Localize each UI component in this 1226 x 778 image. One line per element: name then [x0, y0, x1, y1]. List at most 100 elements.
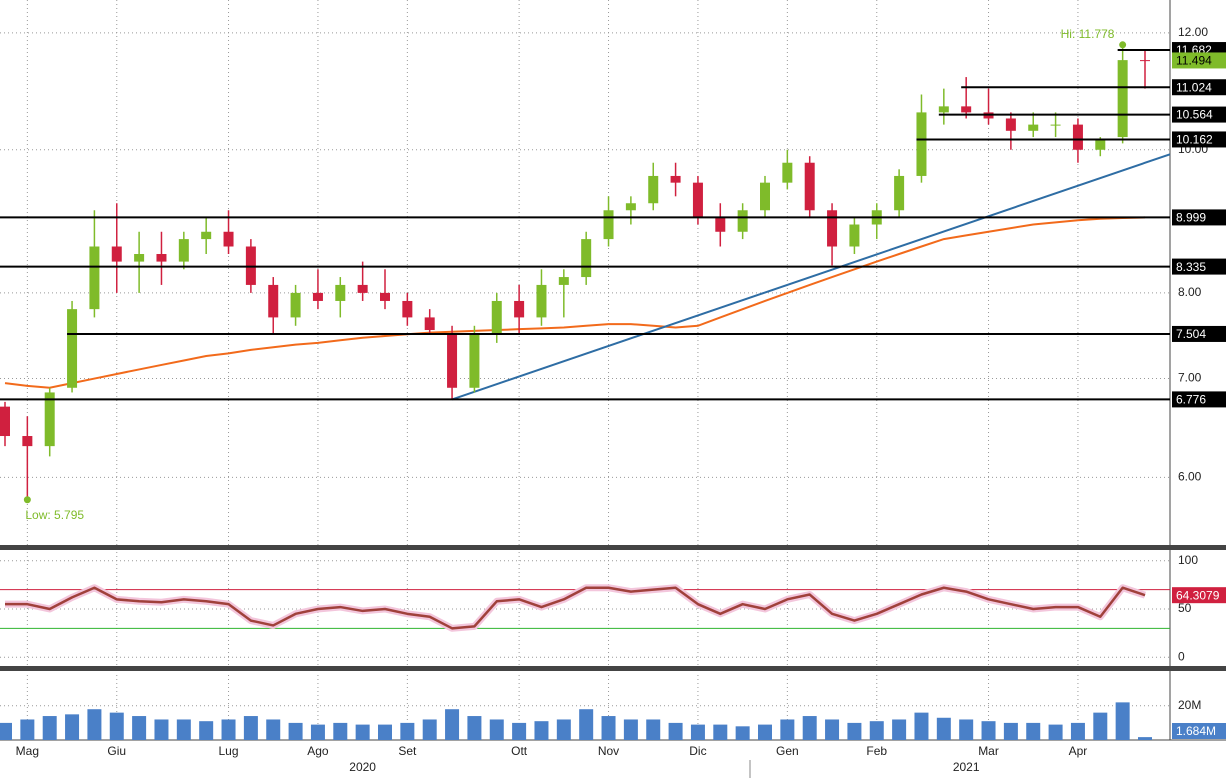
candle-body: [134, 254, 145, 262]
candle-body: [715, 217, 726, 232]
panel-separator: [0, 545, 1226, 550]
candle-body: [916, 112, 927, 176]
volume-bar: [869, 721, 884, 740]
x-tick-label: Dic: [689, 744, 706, 758]
volume-bar: [0, 722, 12, 740]
rsi-line: [5, 586, 1146, 630]
candle-body: [402, 300, 413, 318]
volume-bar: [936, 717, 951, 740]
candle-body: [1140, 60, 1150, 62]
volume-bar: [422, 719, 437, 740]
volume-bar: [512, 722, 527, 740]
volume-bar: [20, 719, 35, 740]
candle-body: [380, 292, 390, 301]
candle-body: [447, 334, 458, 388]
volume-bar: [310, 724, 325, 740]
volume-bar: [646, 719, 661, 740]
candle-body: [1050, 124, 1061, 126]
volume-bar: [847, 722, 862, 740]
level-label-box: [1172, 209, 1226, 226]
candle-body: [223, 231, 234, 247]
volume-bar: [892, 719, 907, 740]
y-tick-label: 0: [1178, 649, 1185, 663]
candle-body: [424, 317, 435, 331]
volume-bar: [825, 719, 840, 740]
x-tick-label: Set: [398, 744, 417, 758]
candle-body: [44, 392, 55, 447]
x-year-label: 2021: [953, 760, 980, 774]
candle-body: [692, 182, 703, 218]
volume-bar: [176, 719, 191, 740]
panel-separator: [0, 666, 1226, 671]
volume-bar: [109, 712, 124, 740]
level-label-box: [1172, 325, 1226, 342]
volume-bar: [802, 716, 817, 740]
candle-body: [22, 436, 33, 447]
volume-value-label-box: [1172, 723, 1226, 739]
volume-bar: [489, 719, 504, 740]
candle-body: [938, 106, 949, 113]
candle-body: [827, 210, 838, 247]
volume-bar: [378, 724, 392, 740]
volume-bar: [467, 716, 482, 740]
rsi-value-label-box: [1172, 587, 1226, 604]
x-tick-label: Ago: [307, 744, 329, 758]
rsi-value-label: 64.3079: [1176, 588, 1220, 602]
candle-body: [1028, 124, 1039, 131]
volume-bar: [959, 719, 974, 740]
level-label-box: [1172, 79, 1226, 96]
y-tick-label: 8.00: [1178, 285, 1202, 299]
volume-bar: [601, 716, 616, 740]
candle-body: [156, 254, 167, 262]
y-tick-label: 50: [1178, 601, 1192, 615]
candle-body: [782, 162, 793, 183]
candle-body: [961, 106, 972, 113]
candle-body: [737, 210, 748, 232]
volume-bar: [780, 719, 795, 740]
level-label: 10.564: [1176, 108, 1213, 122]
volume-bar: [735, 726, 750, 740]
level-label: 10.162: [1176, 133, 1213, 147]
volume-bar: [579, 709, 594, 740]
volume-bar: [1115, 702, 1130, 740]
volume-value-label: 1.684M: [1176, 724, 1216, 738]
extreme-marker: [23, 496, 31, 504]
y-tick-label: 20M: [1178, 698, 1201, 712]
x-tick-label: Ott: [511, 744, 528, 758]
candle-body: [581, 239, 592, 278]
volume-bar: [981, 721, 996, 740]
volume-bar: [154, 719, 169, 740]
level-label: 6.776: [1176, 393, 1206, 407]
level-label: 8.999: [1176, 211, 1206, 225]
candle-body: [357, 284, 368, 293]
candle-body: [111, 246, 122, 262]
volume-bar: [42, 716, 57, 740]
candle-body: [536, 284, 547, 318]
volume-bar: [445, 709, 460, 740]
candle-body: [178, 239, 189, 262]
volume-bar: [243, 716, 258, 740]
volume-bar: [690, 724, 705, 740]
candle-body: [0, 406, 10, 437]
volume-bar: [556, 719, 571, 740]
candle-body: [491, 300, 502, 335]
volume-bar: [288, 722, 303, 740]
y-tick-label: 100: [1178, 553, 1198, 567]
volume-bar: [132, 716, 147, 740]
candle-body: [558, 277, 569, 285]
x-tick-label: Nov: [598, 744, 619, 758]
candle-body: [268, 284, 279, 318]
volume-bar: [1138, 737, 1152, 740]
volume-bar: [534, 721, 549, 740]
x-tick-label: Giu: [107, 744, 126, 758]
volume-bar: [1070, 722, 1085, 740]
level-label: 11.024: [1176, 80, 1212, 94]
last-price-label: 11.494: [1176, 54, 1212, 68]
volume-bar: [333, 722, 348, 740]
volume-bar: [221, 719, 236, 740]
x-tick-label: Feb: [866, 744, 887, 758]
y-tick-label: 12.00: [1178, 25, 1208, 39]
volume-bar: [1048, 724, 1063, 740]
candle-body: [335, 284, 346, 301]
